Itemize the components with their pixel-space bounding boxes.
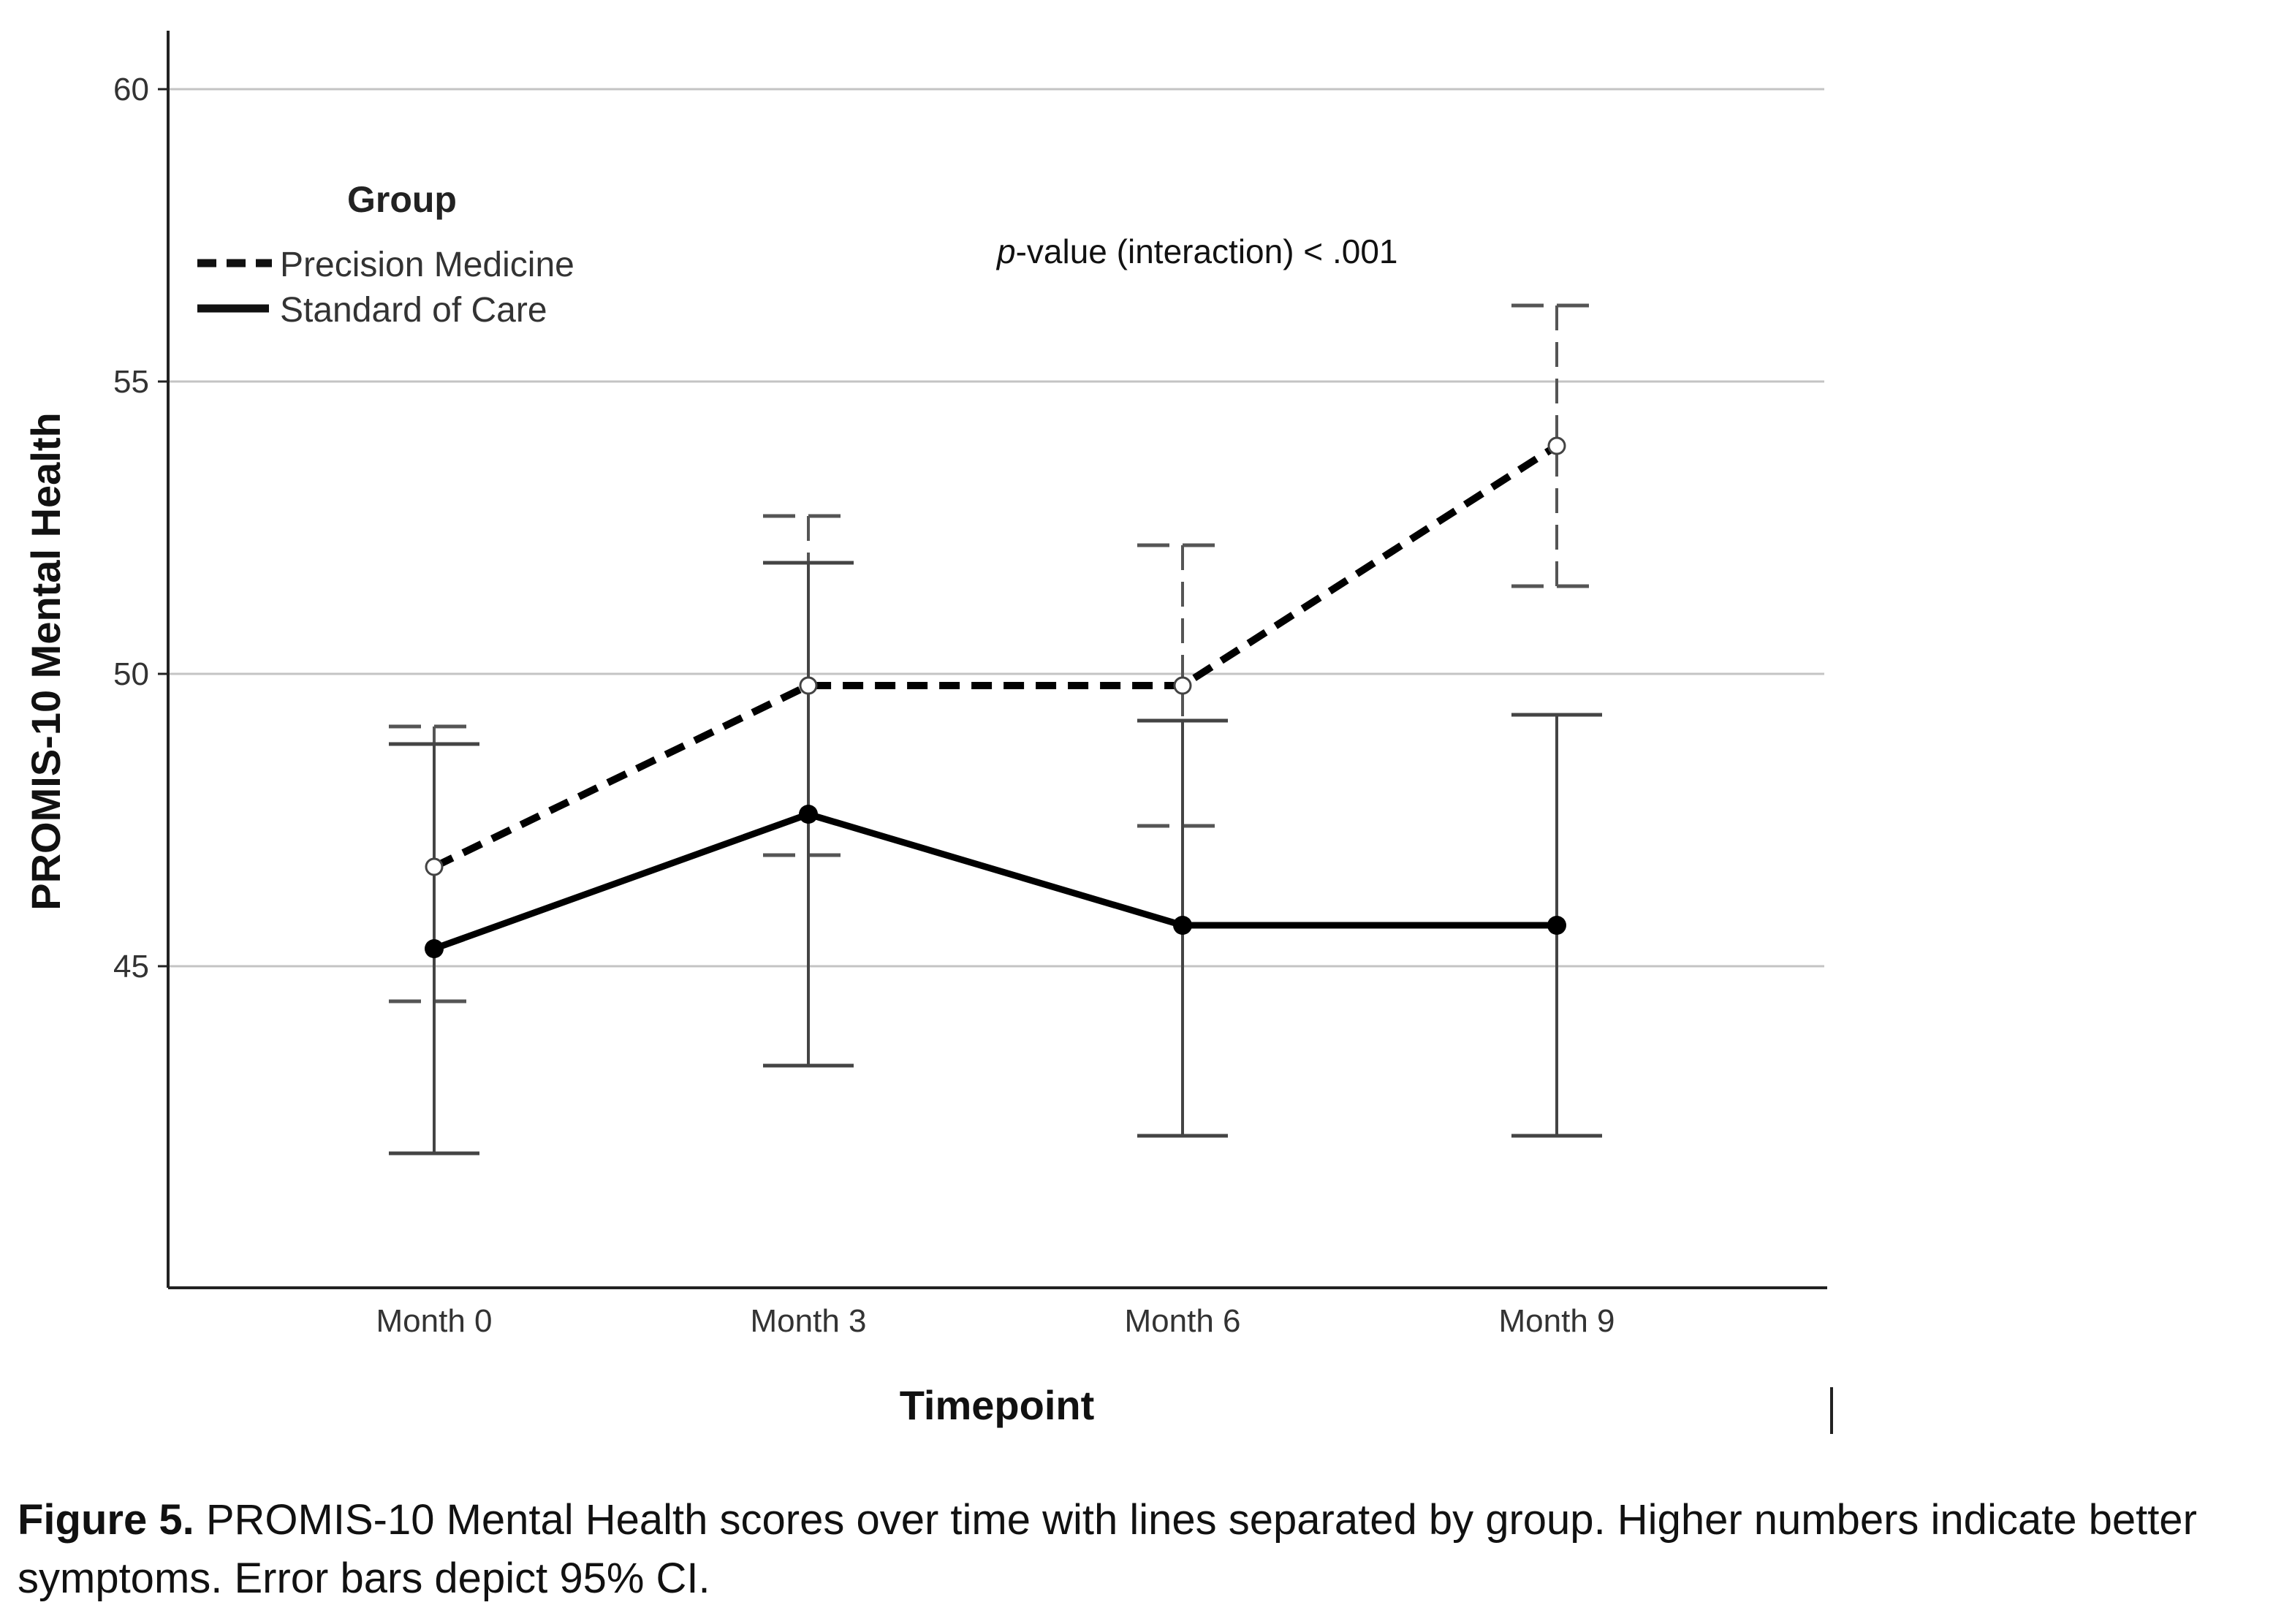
x-tick-label-1: Month 3 bbox=[751, 1303, 867, 1339]
point-precision-medicine-3 bbox=[1547, 436, 1566, 455]
caption-text: PROMIS-10 Mental Health scores over time… bbox=[18, 1496, 2197, 1602]
point-standard-of-care-2 bbox=[1173, 916, 1192, 935]
x-tick-label-2: Month 6 bbox=[1125, 1303, 1241, 1339]
series-line-standard-of-care bbox=[433, 811, 1557, 952]
x-axis-title: Timepoint bbox=[900, 1382, 1095, 1428]
y-tick-label-55: 55 bbox=[113, 364, 149, 400]
p-value-text: -value (interaction) < .001 bbox=[1016, 232, 1398, 270]
p-value-annotation: p-value (interaction) < .001 bbox=[995, 232, 1397, 270]
legend-label-precision-medicine: Precision Medicine bbox=[280, 246, 574, 284]
y-axis-title: PROMIS-10 Mental Health bbox=[23, 412, 69, 910]
legend: Group Precision Medicine Standard of Car… bbox=[197, 179, 574, 330]
point-precision-medicine-2 bbox=[1173, 676, 1192, 695]
point-precision-medicine-0 bbox=[425, 857, 444, 876]
point-standard-of-care-0 bbox=[425, 939, 444, 958]
caption-label: Figure 5. bbox=[18, 1496, 194, 1544]
x-tick-label-0: Month 0 bbox=[376, 1303, 493, 1339]
point-precision-medicine-1 bbox=[799, 676, 818, 695]
p-value-italic: p bbox=[995, 232, 1016, 270]
legend-title: Group bbox=[347, 179, 457, 220]
y-tick-label-45: 45 bbox=[113, 949, 149, 984]
series-line-precision-medicine bbox=[432, 442, 1559, 870]
figure-caption: Figure 5. PROMIS-10 Mental Health scores… bbox=[18, 1491, 2276, 1608]
y-tick-label-60: 60 bbox=[113, 72, 149, 107]
point-standard-of-care-3 bbox=[1547, 916, 1566, 935]
legend-label-standard-of-care: Standard of Care bbox=[280, 291, 547, 330]
y-tick-label-50: 50 bbox=[113, 656, 149, 692]
x-tick-label-3: Month 9 bbox=[1499, 1303, 1615, 1339]
point-standard-of-care-1 bbox=[799, 805, 818, 824]
